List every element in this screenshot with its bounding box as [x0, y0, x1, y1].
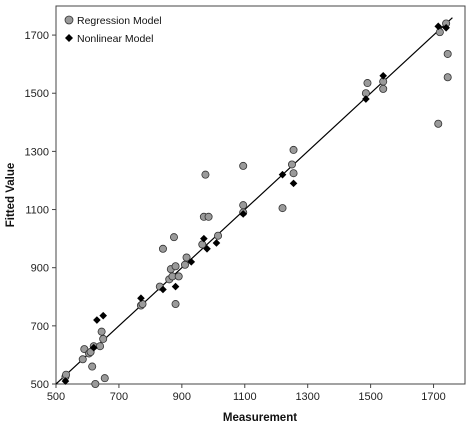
nonlinear-point [137, 294, 145, 303]
y-tick-label: 700 [31, 321, 49, 333]
legend-regression-marker [64, 15, 74, 25]
regression-point [169, 233, 178, 242]
regression-point [201, 170, 210, 179]
nonlinear-point [99, 311, 107, 320]
nonlinear-point [379, 71, 387, 80]
x-tick-label: 1300 [295, 391, 319, 403]
legend-box [60, 10, 172, 47]
nonlinear-point [200, 234, 208, 243]
regression-point [88, 362, 97, 371]
regression-point [180, 260, 189, 269]
identity-line [55, 17, 453, 385]
regression-point [239, 161, 248, 170]
nonlinear-point [362, 95, 370, 103]
nonlinear-point [93, 316, 101, 324]
x-tick-label: 1700 [421, 391, 445, 403]
regression-point [435, 28, 444, 37]
y-tick-label: 900 [31, 263, 49, 275]
nonlinear-point [239, 210, 247, 218]
regression-point [289, 169, 298, 178]
nonlinear-point [187, 258, 196, 266]
regression-point [443, 49, 452, 58]
regression-point [379, 84, 388, 93]
nonlinear-point [434, 22, 443, 31]
nonlinear-point [212, 239, 221, 247]
legend-nonlinear-marker [65, 34, 73, 42]
legend: Regression Model Nonlinear Model [60, 10, 172, 47]
nonlinear-point [442, 24, 450, 32]
x-tick-label: 700 [110, 391, 128, 403]
y-tick-label: 1700 [25, 30, 49, 42]
regression-point [100, 374, 109, 383]
regression-point [287, 160, 296, 169]
y-tick-label: 1300 [25, 146, 49, 158]
nonlinear-point [289, 179, 298, 188]
regression-point [171, 300, 180, 309]
nonlinear-point [159, 285, 167, 294]
nonlinear-point [89, 343, 98, 352]
legend-regression-label: Regression Model [77, 15, 162, 27]
nonlinear-point [171, 282, 180, 291]
nonlinear-point [203, 244, 211, 253]
regression-point [214, 231, 223, 240]
regression-point [174, 272, 183, 281]
x-tick-label: 500 [47, 391, 65, 403]
y-tick-label: 500 [31, 379, 49, 391]
regression-point [434, 119, 443, 128]
nonlinear-point [61, 377, 70, 385]
x-axis-label: Measurement [223, 412, 297, 424]
regression-point [78, 355, 87, 364]
regression-point [198, 240, 207, 249]
y-axis-label: Fitted Value [5, 163, 17, 228]
regression-point [96, 342, 105, 351]
regression-point [97, 327, 106, 336]
regression-point [62, 370, 71, 379]
regression-point [182, 253, 191, 262]
regression-point [138, 300, 147, 309]
regression-point [363, 79, 372, 88]
y-tick-label: 1500 [25, 88, 49, 100]
regression-point [158, 244, 167, 253]
regression-point [289, 145, 298, 154]
x-tick-label: 900 [173, 391, 191, 403]
reference-line-group [55, 17, 453, 385]
legend-nonlinear-label: Nonlinear Model [77, 33, 153, 45]
y-tick-label: 1100 [25, 205, 49, 217]
x-tick-label: 1100 [233, 391, 257, 403]
x-tick-label: 1500 [358, 391, 382, 403]
regression-point [171, 262, 180, 271]
data-points [61, 19, 452, 388]
regression-point [278, 204, 287, 213]
axis-ticks: 500 700 900 1100 1300 1500 1700 500 700 900 1100 13… [25, 30, 446, 403]
regression-point [99, 334, 108, 343]
nonlinear-point [278, 170, 287, 179]
regression-point [91, 379, 100, 388]
regression-point [443, 73, 452, 82]
regression-point [239, 201, 248, 210]
regression-point [204, 212, 213, 221]
